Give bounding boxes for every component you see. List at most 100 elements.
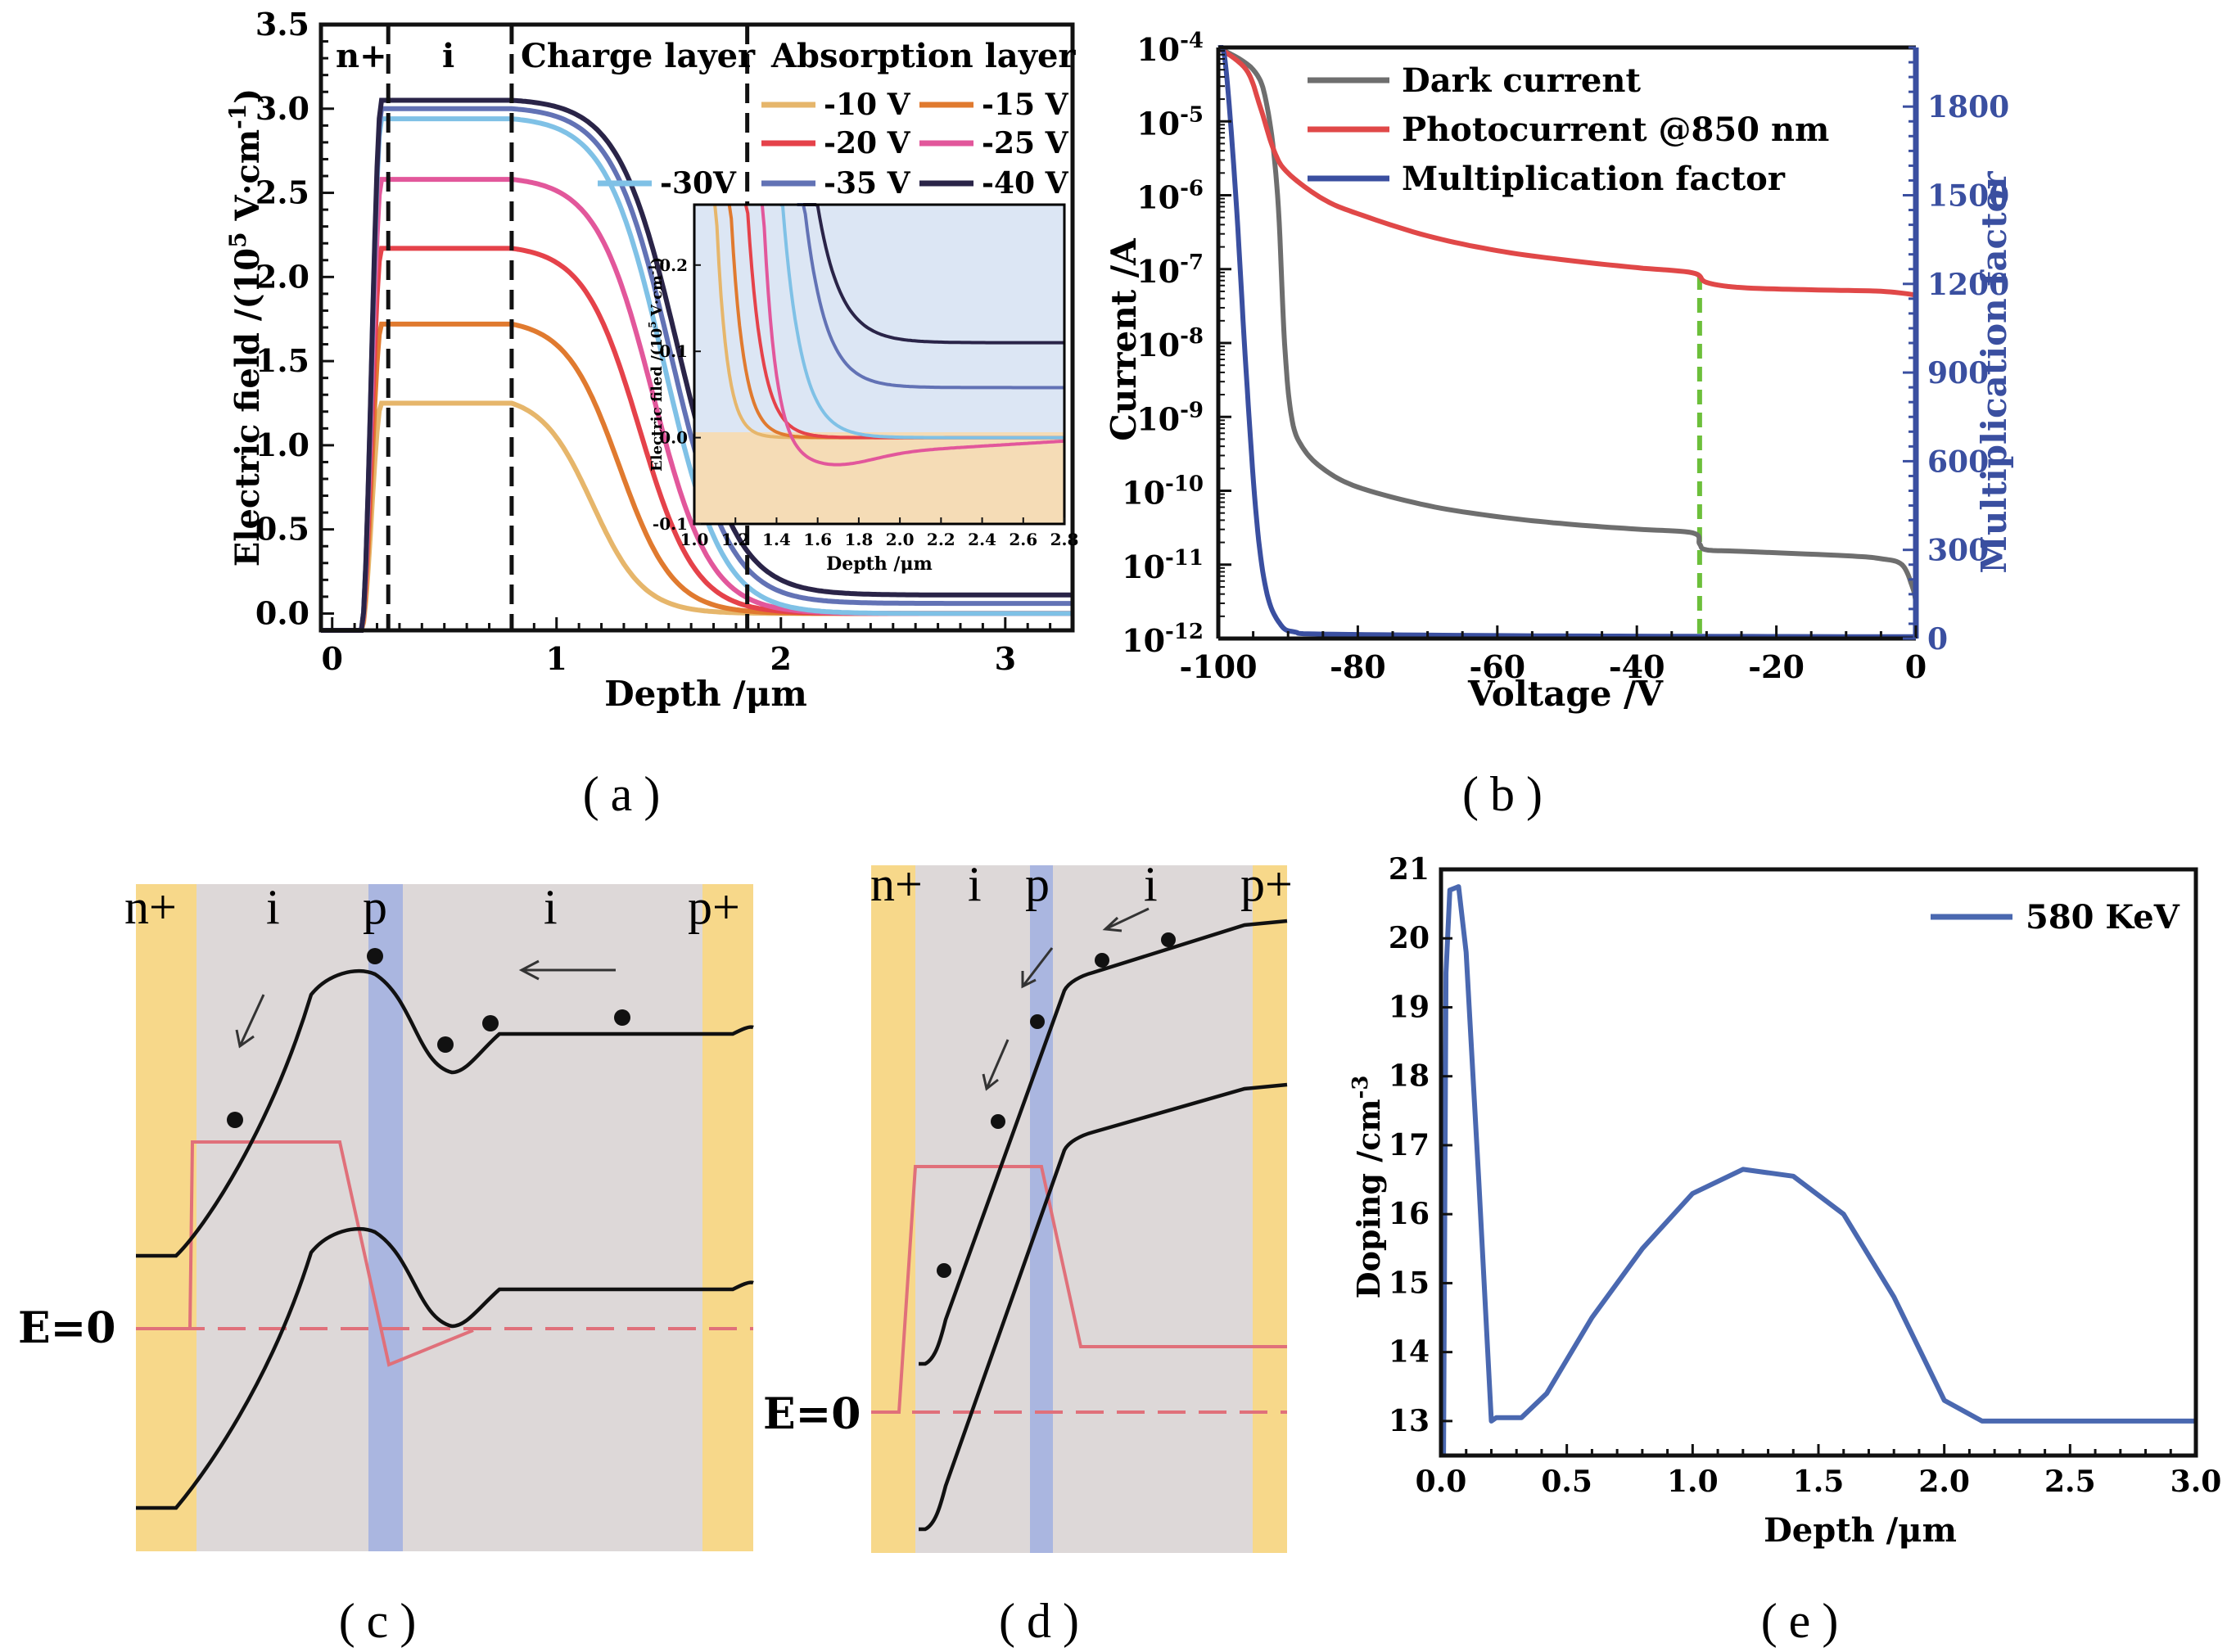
d-arrow-lower [982,1039,1010,1091]
c-i2-region [403,884,702,1551]
x-tick-label: 2.0 [1918,1465,1970,1499]
legend-label: Dark current [1402,61,1641,100]
x-tick-label: -40 [1609,648,1665,685]
panel-a-legend: -10 V -15 V -20 V -25 V -30V -35 V -40 V [598,88,1069,201]
y-tick-label: 2.5 [255,174,309,211]
panel-e-axes [1439,867,2198,1458]
y-tick-label: 2.0 [255,258,309,295]
x-tick-label: 2 [770,640,792,677]
legend-label: Multiplication factor [1402,160,1786,198]
y2-tick-label: 1800 [1927,90,2009,124]
y-tick-label: 13 [1389,1404,1430,1438]
c-electron [437,1036,454,1053]
panel-b-curves [1217,45,1918,639]
c-label-i2: i [544,880,558,934]
caption-b: (b) [1462,767,1554,821]
y-tick-label: 18 [1389,1059,1430,1094]
panel-e-tick-labels: 0.0 0.5 1.0 1.5 2.0 2.5 3.0 13 14 15 16 17 18 19 20 21 [1389,852,2221,1499]
c-nplus-region [136,884,196,1551]
d-conduction-band [919,919,1288,1366]
legend-label: -40 V [982,166,1069,201]
panel-e-curves [1441,884,2196,1456]
d-electron [937,1263,951,1278]
caption-e: (e) [1761,1594,1850,1648]
x-tick-label: 1.5 [1793,1465,1845,1499]
panel-a-tick-labels: 0 1 2 3 0.0 0.5 1.0 1.5 2.0 2.5 3.0 3.5 [255,6,1016,677]
d-electron [1161,932,1176,947]
inset-curves [713,203,1065,467]
inset-x-label: Depth /μm [826,553,933,575]
d-label-pplus: p+ [1240,857,1293,911]
inset-lower-bg [694,432,1064,524]
panel-a-axes [318,22,1075,633]
series-line-dark [1217,45,1918,603]
y-tick-label: 1.0 [255,427,309,463]
y-tick-label: 14 [1389,1335,1430,1370]
y-tick-label: 0.5 [255,511,309,548]
inset-series-line [803,203,1064,345]
inset-series-line [760,204,1065,467]
inset-y-label: Electric filed /(105 V·cm-1) [647,257,666,472]
y2-tick-label: 300 [1927,534,1989,568]
y-tick-label: 19 [1389,990,1430,1024]
c-electron [367,948,383,964]
d-electron [991,1114,1005,1129]
y2-tick-label: 1200 [1927,268,2009,302]
y-tick-label: 1.5 [255,342,309,379]
caption-c: (c) [339,1594,428,1648]
x-tick-label: -100 [1179,648,1257,685]
panel-c-band-diagram: n+ i p i p+ E=0 [18,880,754,1551]
inset-x-tick-label: 2.4 [968,530,996,549]
panel-b-axes [1216,45,1919,641]
d-pplus-region [1253,865,1287,1553]
y-tick-label: 10-4 [1136,29,1204,68]
y-tick-label: 21 [1389,852,1430,887]
inset-x-tick-label: 1.4 [762,530,791,549]
panel-b-y-label: Current /A [1104,237,1144,441]
x-tick-label: -60 [1469,648,1525,685]
c-label-i: i [266,880,280,934]
y-tick-label: 16 [1389,1197,1430,1231]
inset-frame [693,203,1066,526]
inset-x-tick-label: 2.0 [886,530,915,549]
y-tick-label: 0.0 [255,594,309,631]
legend-label: -10 V [824,88,911,122]
c-electron [614,1009,630,1026]
inset-x-tick-label: 2.8 [1050,530,1079,549]
panel-b-legend: Dark current Photocurrent @850 nm Multipli… [1308,61,1829,198]
panel-e-y-label: Doping /cm-3 [1348,1076,1387,1299]
c-electron [227,1112,243,1128]
d-electron [1030,1014,1045,1029]
y-tick-label: 10-10 [1122,472,1204,512]
c-electron [482,1015,499,1031]
c-label-nplus: n+ [124,880,177,934]
caption-a: (a) [583,767,672,821]
panel-a-inset: 1.0 1.2 1.4 1.6 1.8 2.0 2.2 2.4 2.6 2.8 -0.1 0.0 0.1… [647,203,1079,575]
d-label-i2: i [1144,857,1158,911]
y-tick-label: 10-9 [1136,398,1204,437]
y2-tick-label: 900 [1927,356,1989,390]
d-electron [1095,953,1109,968]
series-line-photo [1217,45,1917,298]
y-tick-label: 3.5 [255,6,309,43]
d-nplus-region [871,865,915,1553]
inset-x-tick-label: 1.6 [803,530,832,549]
caption-d: (d) [999,1594,1091,1648]
d-e0-label: E=0 [763,1389,861,1439]
panel-e-x-label: Depth /μm [1764,1511,1957,1550]
panel-a-region-absorption: Absorption layer [770,37,1076,75]
x-tick-label: -20 [1748,648,1805,685]
x-tick-label: 0.5 [1541,1465,1592,1499]
x-tick-label: 3 [995,640,1016,677]
x-tick-label: 0 [1905,648,1927,685]
y2-tick-label: 0 [1927,622,1948,657]
panel-a-x-label: Depth /μm [604,674,807,714]
d-i-region [915,865,1030,1553]
legend-label: -15 V [982,88,1069,122]
c-conduction-band [136,969,754,1258]
inset-x-tick-label: 1.8 [844,530,873,549]
panel-a-y-label: Electric field /(105 V·cm-1) [224,88,267,566]
legend-label: Photocurrent @850 nm [1402,111,1829,149]
inset-y-tick-label: 0.1 [659,341,688,361]
inset-tick-labels: 1.0 1.2 1.4 1.6 1.8 2.0 2.2 2.4 2.6 2.8 -0.1 0.0 0.1… [653,255,1079,549]
